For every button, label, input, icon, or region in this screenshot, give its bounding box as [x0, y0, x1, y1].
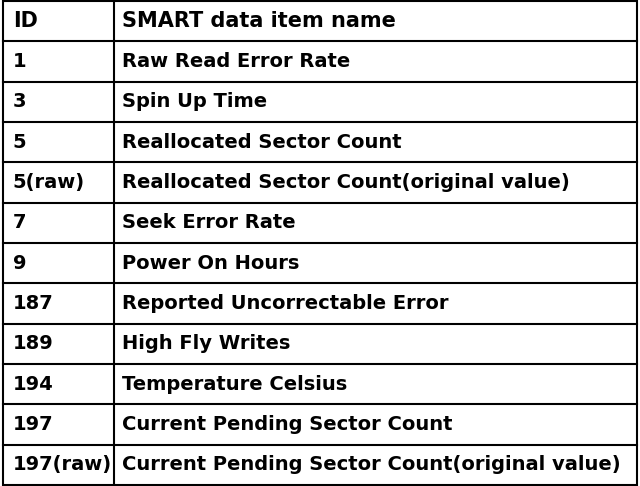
- Text: 189: 189: [13, 334, 54, 353]
- Text: Seek Error Rate: Seek Error Rate: [122, 213, 296, 232]
- Text: Reallocated Sector Count: Reallocated Sector Count: [122, 133, 401, 152]
- Text: 9: 9: [13, 254, 26, 273]
- Text: 197(raw): 197(raw): [13, 455, 112, 474]
- Text: High Fly Writes: High Fly Writes: [122, 334, 290, 353]
- Text: Reported Uncorrectable Error: Reported Uncorrectable Error: [122, 294, 448, 313]
- Text: 5: 5: [13, 133, 26, 152]
- Text: SMART data item name: SMART data item name: [122, 11, 396, 31]
- Text: Power On Hours: Power On Hours: [122, 254, 299, 273]
- Text: Spin Up Time: Spin Up Time: [122, 92, 267, 111]
- Text: Current Pending Sector Count: Current Pending Sector Count: [122, 415, 452, 434]
- Text: 1: 1: [13, 52, 26, 71]
- Text: ID: ID: [13, 11, 38, 31]
- Text: 187: 187: [13, 294, 54, 313]
- Text: 3: 3: [13, 92, 26, 111]
- Text: Temperature Celsius: Temperature Celsius: [122, 375, 347, 394]
- Text: Raw Read Error Rate: Raw Read Error Rate: [122, 52, 350, 71]
- Text: 197: 197: [13, 415, 53, 434]
- Text: 5(raw): 5(raw): [13, 173, 85, 192]
- Text: 7: 7: [13, 213, 26, 232]
- Text: Current Pending Sector Count(original value): Current Pending Sector Count(original va…: [122, 455, 620, 474]
- Text: Reallocated Sector Count(original value): Reallocated Sector Count(original value): [122, 173, 570, 192]
- Text: 194: 194: [13, 375, 54, 394]
